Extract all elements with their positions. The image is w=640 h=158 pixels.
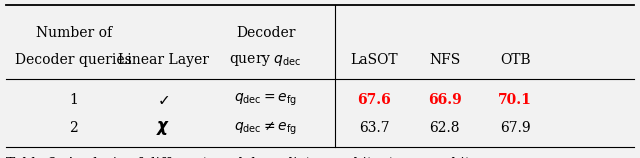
Text: 67.9: 67.9 xyxy=(500,121,531,135)
Text: $\boldsymbol{\chi}$: $\boldsymbol{\chi}$ xyxy=(156,119,170,137)
Text: Decoder: Decoder xyxy=(236,26,295,40)
Text: 70.1: 70.1 xyxy=(499,93,532,106)
Text: 1: 1 xyxy=(69,93,78,106)
Text: $\checkmark$: $\checkmark$ xyxy=(157,93,170,106)
Text: 66.9: 66.9 xyxy=(428,93,461,106)
Text: 63.7: 63.7 xyxy=(359,121,390,135)
Text: Number of: Number of xyxy=(36,26,111,40)
Text: 2: 2 xyxy=(69,121,78,135)
Text: LaSOT: LaSOT xyxy=(351,53,398,67)
Text: Linear Layer: Linear Layer xyxy=(118,53,209,67)
Text: 62.8: 62.8 xyxy=(429,121,460,135)
Text: query $q_\mathrm{dec}$: query $q_\mathrm{dec}$ xyxy=(229,53,302,67)
Text: OTB: OTB xyxy=(500,53,531,67)
Text: $q_\mathrm{dec} \neq e_\mathrm{fg}$: $q_\mathrm{dec} \neq e_\mathrm{fg}$ xyxy=(234,119,297,137)
Text: $q_\mathrm{dec} = e_\mathrm{fg}$: $q_\mathrm{dec} = e_\mathrm{fg}$ xyxy=(234,91,297,108)
Text: Decoder queries: Decoder queries xyxy=(15,53,132,67)
Text: 67.6: 67.6 xyxy=(358,93,391,106)
Text: NFS: NFS xyxy=(429,53,460,67)
Text: Table 2. Analysis of different model predictor architectures and its: Table 2. Analysis of different model pre… xyxy=(6,157,478,158)
